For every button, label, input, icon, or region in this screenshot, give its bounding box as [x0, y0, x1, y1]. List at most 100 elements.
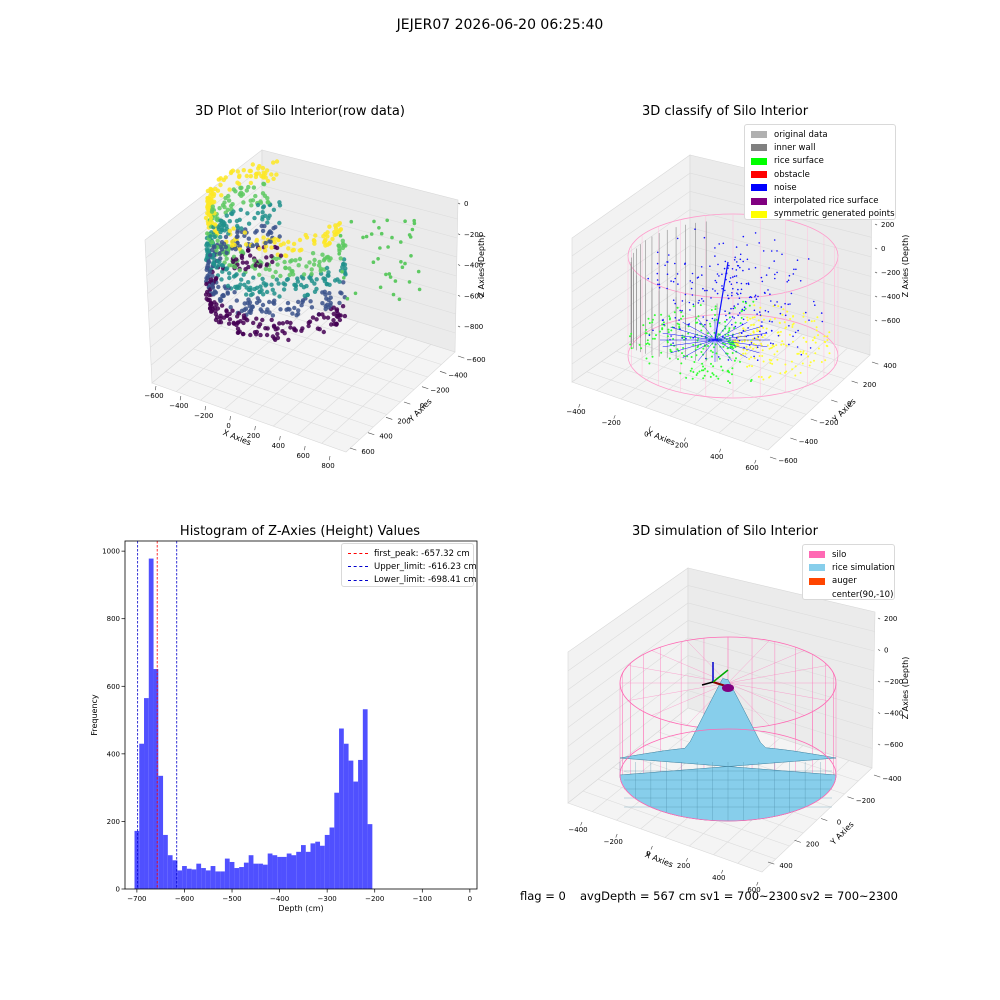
- data-point: [310, 251, 316, 256]
- legend-label: inner wall: [774, 142, 816, 153]
- data-point: [744, 329, 747, 332]
- data-point: [244, 173, 249, 179]
- data-point: [712, 288, 714, 290]
- tick-mark: [457, 355, 465, 359]
- data-point: [777, 331, 780, 334]
- data-point: [742, 318, 745, 321]
- data-point: [700, 351, 703, 353]
- data-point: [672, 299, 675, 302]
- data-point: [754, 296, 756, 298]
- data-point: [241, 316, 247, 321]
- data-point: [320, 301, 325, 306]
- data-point: [249, 203, 254, 208]
- data-point: [761, 336, 764, 339]
- data-point: [755, 298, 758, 301]
- silo-bottom-ring: [619, 728, 837, 822]
- data-point: [826, 339, 829, 341]
- data-point: [247, 300, 253, 305]
- data-point: [293, 328, 298, 333]
- data-point: [682, 354, 685, 357]
- data-point: [224, 213, 229, 218]
- data-point: [372, 219, 376, 224]
- data-point: [743, 306, 746, 309]
- data-point: [742, 352, 745, 355]
- data-point: [718, 243, 720, 245]
- data-point: [234, 257, 239, 262]
- data-point: [676, 348, 679, 351]
- data-point: [246, 248, 251, 253]
- data-point: [211, 262, 217, 267]
- data-point: [324, 255, 330, 260]
- data-point: [721, 285, 723, 287]
- data-point: [309, 267, 314, 272]
- data-point: [250, 162, 255, 167]
- simulation-3d-plot: −400 −200 0 200 400 600 400 200 0 −200 −400 200 0 −20…: [567, 567, 910, 894]
- grid-line: [150, 273, 456, 366]
- data-point: [770, 359, 773, 362]
- histogram-bar: [324, 834, 330, 889]
- legend-entry-interpolated: interpolated rice surface: [751, 194, 889, 207]
- data-point: [750, 340, 753, 343]
- legend-swatch: [751, 171, 767, 179]
- data-point: [714, 305, 717, 308]
- z-axis-label: Z Axies (Depth): [901, 235, 910, 298]
- data-point: [331, 318, 336, 323]
- data-point: [681, 315, 684, 318]
- data-point: [713, 319, 716, 322]
- data-point: [789, 303, 791, 305]
- data-point: [731, 294, 733, 297]
- legend-label: interpolated rice surface: [774, 196, 879, 207]
- data-point: [746, 349, 748, 352]
- data-point: [800, 353, 803, 356]
- data-point: [391, 292, 396, 297]
- data-point: [251, 185, 257, 190]
- data-point: [691, 272, 694, 275]
- histogram-bar: [277, 856, 282, 889]
- tick-label: 200: [881, 221, 894, 229]
- data-point: [817, 347, 820, 350]
- data-point: [799, 350, 802, 353]
- data-point: [416, 269, 421, 274]
- data-point: [807, 258, 810, 260]
- tick-mark: [767, 861, 775, 865]
- data-point: [270, 274, 276, 279]
- data-point: [645, 328, 647, 331]
- data-point: [274, 159, 280, 164]
- data-point: [691, 281, 694, 284]
- grid-line: [567, 585, 875, 672]
- histogram-bar: [258, 863, 263, 889]
- histogram-bar: [339, 728, 344, 889]
- data-point: [710, 362, 712, 365]
- data-point: [681, 309, 683, 312]
- data-point: [274, 172, 279, 177]
- histogram-bar: [201, 868, 206, 889]
- data-point: [257, 272, 262, 277]
- y-axis-label: Frequency: [90, 694, 99, 736]
- data-point: [731, 373, 733, 376]
- tick-mark: [367, 432, 375, 436]
- data-point: [699, 304, 702, 307]
- data-point: [329, 322, 334, 327]
- x-tick-label: −100: [413, 895, 432, 903]
- data-point: [248, 307, 254, 313]
- data-point: [770, 250, 773, 252]
- data-point: [753, 355, 755, 358]
- data-point: [733, 275, 736, 278]
- data-point: [311, 262, 317, 267]
- data-point: [327, 224, 332, 229]
- data-point: [241, 200, 246, 205]
- data-point: [756, 330, 759, 333]
- data-point: [268, 239, 273, 244]
- data-point: [282, 259, 287, 265]
- legend-label: silo: [832, 549, 847, 560]
- tick-mark: [580, 821, 583, 826]
- data-point: [670, 335, 672, 337]
- data-point: [706, 319, 708, 322]
- data-point: [260, 210, 265, 215]
- tick-label: 600: [747, 886, 760, 894]
- tick-mark: [874, 319, 878, 322]
- data-point: [253, 263, 258, 268]
- data-point: [277, 294, 282, 299]
- data-point: [660, 313, 663, 316]
- histogram-bar: [291, 855, 297, 889]
